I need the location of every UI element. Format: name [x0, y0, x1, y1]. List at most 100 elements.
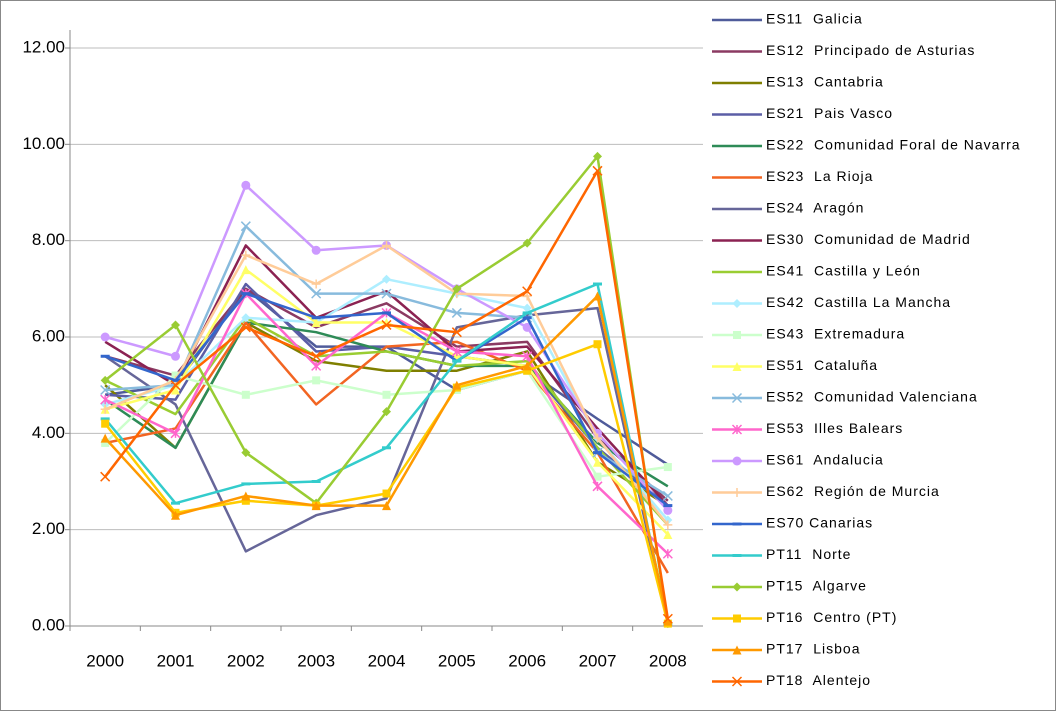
legend-label: PT18 Alentejo [766, 672, 871, 688]
x-tick-label: 2000 [86, 651, 124, 670]
marker [733, 614, 741, 623]
legend-label: ES30 Comunidad de Madrid [766, 231, 971, 247]
marker [593, 151, 602, 161]
x-tick-label: 2002 [227, 651, 265, 670]
marker [731, 392, 743, 404]
marker [100, 404, 110, 414]
y-tick-label: 10.00 [22, 134, 65, 153]
marker [170, 428, 181, 439]
marker [170, 380, 181, 391]
legend-label: ES52 Comunidad Valenciana [766, 389, 978, 405]
marker [382, 274, 391, 284]
marker [241, 313, 251, 323]
legend-label: ES62 Región de Murcia [766, 483, 940, 499]
marker [593, 433, 602, 443]
marker [663, 463, 672, 472]
marker [240, 322, 251, 333]
marker [171, 510, 180, 520]
legend-label: ES12 Principado de Asturias [766, 42, 975, 58]
legend-label: ES41 Castilla y León [766, 263, 921, 279]
marker [522, 238, 532, 248]
marker [241, 496, 250, 505]
marker [382, 390, 391, 399]
marker [662, 490, 673, 501]
marker [451, 346, 462, 357]
marker [732, 299, 742, 308]
marker [101, 419, 110, 428]
legend-label: ES61 Andalucia [766, 452, 884, 468]
marker [100, 471, 111, 482]
marker [732, 488, 742, 497]
marker [100, 332, 110, 342]
marker [240, 221, 251, 232]
legend: ES11 Galicia ES12 Principado de Asturias E… [712, 11, 1021, 688]
marker [662, 613, 673, 624]
marker [241, 390, 250, 399]
marker [311, 360, 322, 371]
legend-label: ES51 Cataluña [766, 357, 878, 373]
marker [100, 433, 110, 443]
marker [452, 284, 462, 294]
legend-label: ES53 Illes Balears [766, 420, 903, 436]
x-tick-label: 2001 [157, 651, 195, 670]
legend-label: ES11 Galicia [766, 11, 863, 27]
legend-label: ES21 Pais Vasco [766, 105, 893, 121]
marker [101, 438, 110, 447]
x-tick-label: 2004 [368, 651, 406, 670]
marker [522, 291, 532, 301]
legend-label: PT15 Algarve [766, 578, 867, 594]
marker [592, 481, 603, 492]
marker [381, 288, 392, 299]
legend-label: PT16 Centro (PT) [766, 609, 897, 625]
legend-label: ES23 La Rioja [766, 168, 873, 184]
marker [311, 318, 321, 328]
y-tick-label: 12.00 [22, 37, 65, 56]
marker [732, 645, 742, 655]
marker [382, 240, 391, 250]
marker [732, 362, 742, 371]
marker [663, 529, 673, 539]
marker [311, 245, 321, 255]
marker [171, 371, 180, 380]
marker [593, 340, 602, 349]
y-tick-label: 6.00 [32, 326, 65, 345]
marker [593, 291, 602, 301]
x-tick-label: 2003 [297, 651, 335, 670]
y-tick-label: 2.00 [32, 519, 65, 538]
marker [663, 520, 673, 530]
x-tick-label: 2007 [579, 651, 617, 670]
plot-area [100, 151, 673, 629]
y-tick-label: 8.00 [32, 230, 65, 249]
marker [171, 320, 180, 330]
marker [592, 165, 603, 176]
y-tick-label: 4.00 [32, 423, 65, 442]
marker [311, 279, 321, 289]
legend-label: ES13 Cantabria [766, 74, 884, 90]
series-line [104, 321, 669, 574]
legend-label: ES24 Aragón [766, 200, 864, 216]
marker [171, 385, 180, 395]
marker [311, 288, 322, 299]
marker [731, 424, 743, 435]
x-tick-label: 2005 [438, 651, 476, 670]
marker [312, 376, 321, 385]
marker [452, 380, 462, 390]
legend-label: ES22 Comunidad Foral de Navarra [766, 137, 1021, 153]
marker [311, 351, 322, 362]
legend-label: ES43 Extremadura [766, 326, 905, 342]
marker [100, 375, 110, 385]
marker [241, 250, 251, 260]
marker [382, 489, 391, 498]
marker [593, 457, 602, 467]
x-tick-label: 2006 [508, 651, 546, 670]
marker [241, 448, 251, 458]
marker [732, 456, 742, 466]
marker [311, 501, 321, 511]
legend-label: PT11 Norte [766, 546, 851, 562]
marker [662, 548, 673, 559]
legend-label: PT17 Lisboa [766, 641, 861, 657]
marker [522, 303, 532, 313]
marker [381, 319, 392, 330]
marker [732, 582, 742, 592]
